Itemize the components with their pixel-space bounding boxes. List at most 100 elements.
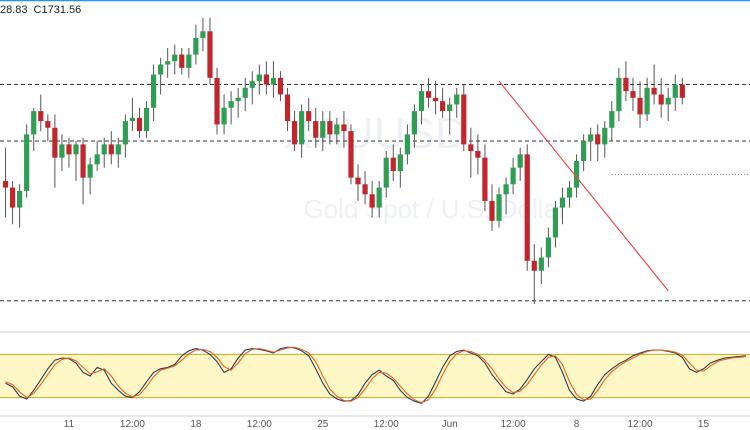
candle-down (679, 84, 685, 98)
candle-up (94, 154, 100, 165)
watermark-description: Gold Spot / U.S. Dollar (304, 194, 567, 224)
candle-up (221, 107, 227, 125)
candle-up (143, 107, 150, 132)
candle-down (284, 94, 291, 122)
candle-down (461, 94, 467, 145)
candle-down (2, 180, 9, 188)
candle-down (306, 111, 312, 122)
stochastic-d-line (5, 346, 746, 404)
candle-up (510, 167, 516, 185)
candle-up (517, 154, 523, 168)
candle-down (369, 194, 375, 208)
trendline (498, 80, 669, 292)
candle-up (665, 97, 671, 105)
candle-down (425, 91, 432, 98)
candle-down (9, 187, 16, 208)
candle-up (538, 257, 544, 271)
candle-down (475, 151, 481, 158)
candle-up (235, 97, 241, 102)
candle-down (489, 200, 495, 221)
candle-up (242, 87, 248, 98)
candle-up (129, 117, 136, 122)
candle-down (207, 31, 213, 78)
ohlc-low: 28.83 (0, 4, 28, 16)
candle-up (411, 111, 418, 135)
x-tick-label: 12:00 (374, 419, 399, 430)
candle-up (200, 31, 206, 38)
candle-down (277, 77, 284, 95)
candle-down (327, 121, 333, 135)
candle-up (172, 54, 178, 62)
candle-down (80, 144, 86, 178)
candle-up (672, 84, 678, 98)
candle-down (313, 121, 319, 138)
candle-up (101, 144, 107, 155)
candle-down (179, 54, 185, 68)
candle-down (45, 121, 51, 128)
candle-down (623, 77, 629, 92)
candle-up (447, 104, 453, 112)
candle-up (404, 134, 410, 155)
candle-down (38, 111, 44, 122)
candle-down (52, 127, 58, 158)
candle-down (524, 154, 530, 261)
candle-up (581, 141, 587, 162)
candle-up (545, 237, 551, 258)
candle-up (334, 124, 340, 135)
candle-up (397, 154, 403, 171)
candle-up (150, 74, 157, 108)
candle-up (228, 101, 234, 108)
ohlc-close: C1731.56 (33, 4, 82, 16)
candle-down (291, 121, 298, 145)
candle-down (651, 87, 657, 95)
candle-up (186, 54, 192, 68)
candle-down (66, 144, 72, 155)
x-tick-label: 12:00 (120, 419, 145, 430)
candle-down (341, 124, 347, 132)
candle-down (658, 94, 664, 105)
x-tick-label: 18 (190, 419, 202, 430)
candle-up (249, 81, 255, 88)
candle-down (432, 97, 439, 102)
candle-down (355, 177, 361, 185)
candle-up (73, 144, 79, 155)
candle-down (348, 131, 354, 178)
candle-up (559, 197, 566, 208)
candle-up (270, 77, 277, 85)
x-tick-label: 12:00 (247, 419, 272, 430)
candle-up (115, 144, 121, 155)
x-tick-label: 25 (317, 419, 329, 430)
candle-up (552, 207, 559, 238)
candle-up (496, 194, 502, 221)
candle-down (440, 101, 446, 112)
candle-up (158, 64, 164, 75)
x-tick-label: 15 (698, 419, 710, 430)
x-tick-label: 12:00 (501, 419, 526, 430)
candle-up (193, 37, 199, 55)
candle-up (454, 94, 460, 105)
candle-up (376, 187, 382, 208)
candle-up (602, 127, 608, 145)
candle-up (566, 187, 573, 198)
candle-up (17, 190, 23, 208)
candle-down (531, 260, 537, 271)
candle-down (362, 184, 368, 195)
candle-down (214, 77, 220, 125)
stochastic-k-line (5, 346, 746, 405)
candle-up (616, 77, 622, 112)
candle-up (644, 87, 650, 115)
candle-up (59, 144, 65, 158)
candle-down (637, 97, 643, 115)
candle-up (87, 164, 93, 178)
candle-up (588, 134, 594, 142)
x-tick-label: 8 (574, 419, 580, 430)
candle-down (108, 144, 114, 155)
x-tick-label: 11 (64, 419, 75, 430)
candle-up (573, 161, 580, 188)
candle-up (418, 91, 425, 112)
candle-up (24, 134, 30, 191)
candle-down (468, 144, 474, 152)
candle-down (390, 157, 396, 171)
